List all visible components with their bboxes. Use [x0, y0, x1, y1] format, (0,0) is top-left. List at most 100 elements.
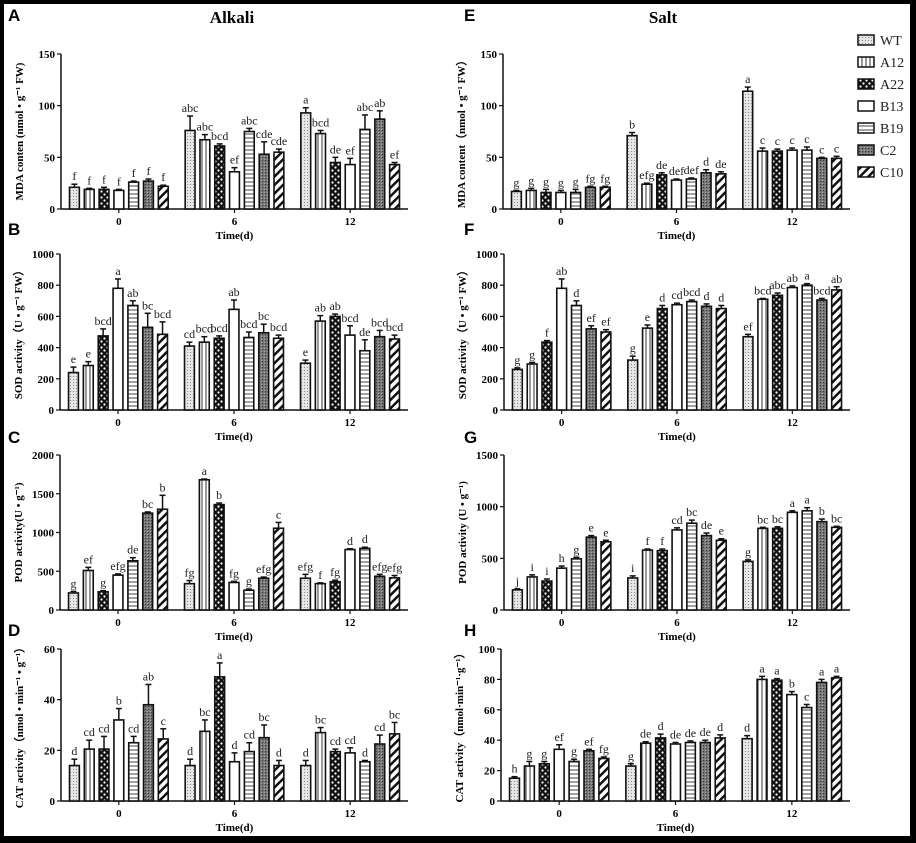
- significance-letter: bcd: [240, 317, 257, 331]
- significance-letter: e: [303, 345, 308, 359]
- legend-label: B13: [880, 100, 903, 115]
- significance-letter: f: [146, 164, 150, 178]
- bar-c10-0: [157, 738, 169, 802]
- significance-letter: ab: [127, 286, 138, 300]
- bar-a12-0: [525, 189, 537, 210]
- bar-b19-0: [569, 191, 582, 210]
- bar-b13-6: [228, 760, 241, 802]
- significance-letter: bcd: [386, 320, 403, 334]
- x-tick-label: 12: [345, 617, 357, 629]
- y-tick-label: 1000: [476, 249, 499, 261]
- bar-a22-6: [655, 174, 668, 210]
- bar-b19-12: [359, 349, 371, 411]
- bar-c2-6: [258, 153, 270, 210]
- y-tick-label: 600: [38, 311, 55, 323]
- bar-c10-6: [273, 151, 285, 210]
- bar-b13-0: [113, 719, 125, 802]
- significance-letter: cd: [671, 288, 682, 302]
- significance-letter: cde: [256, 127, 273, 141]
- y-tick-label: 60: [484, 705, 496, 717]
- significance-letter: c: [775, 134, 780, 148]
- significance-letter: bc: [199, 705, 210, 719]
- significance-letter: f: [545, 326, 549, 340]
- significance-letter: bc: [772, 512, 783, 526]
- bar-c10-12: [388, 338, 401, 411]
- significance-letter: c: [804, 132, 809, 146]
- bar-c10-6: [715, 539, 727, 611]
- x-axis-label: Time(d): [215, 431, 253, 443]
- significance-letter: b: [789, 677, 795, 691]
- bar-b19-0: [127, 741, 140, 802]
- bar-c2-12: [815, 681, 828, 802]
- significance-letter: de: [656, 158, 667, 172]
- significance-letter: bc: [258, 309, 269, 323]
- legend-item-a22: A22: [857, 78, 904, 93]
- significance-letter: ef: [587, 311, 596, 325]
- significance-letter: i: [530, 560, 534, 574]
- bar-b13-12: [786, 693, 798, 802]
- y-tick-label: 400: [38, 343, 55, 355]
- bar-wt-6: [184, 129, 196, 210]
- bar-a22-6: [213, 145, 226, 210]
- y-axis-label: SOD activity（U • g⁻¹ FW）: [456, 265, 469, 400]
- significance-letter: abc: [357, 100, 374, 114]
- bar-b13-0: [555, 191, 567, 210]
- significance-letter: cd: [671, 513, 682, 527]
- column-title-alkali: Alkali: [210, 8, 255, 27]
- bar-c2-0: [141, 512, 154, 611]
- bar-c2-6: [257, 577, 270, 611]
- bar-a12-12: [756, 150, 769, 210]
- significance-letter: abc: [241, 113, 258, 127]
- significance-letter: d: [573, 286, 579, 300]
- significance-letter: bc: [831, 511, 842, 525]
- significance-letter: fg: [599, 742, 609, 756]
- bar-c2-0: [584, 186, 597, 210]
- bar-a12-6: [199, 730, 211, 802]
- bar-a22-0: [97, 335, 109, 411]
- x-tick-label: 12: [787, 617, 799, 629]
- significance-letter: d: [704, 289, 710, 303]
- y-tick-label: 0: [50, 204, 56, 216]
- x-tick-label: 0: [559, 417, 565, 429]
- bar-wt-6: [183, 345, 196, 411]
- y-tick-label: 60: [44, 644, 56, 656]
- significance-letter: de: [670, 727, 681, 741]
- y-tick-label: 1000: [476, 502, 499, 514]
- significance-letter: d: [718, 290, 724, 304]
- significance-letter: g: [630, 341, 636, 355]
- significance-letter: de: [640, 727, 651, 741]
- bar-b19-0: [570, 304, 583, 411]
- bar-b13-0: [112, 287, 124, 411]
- significance-letter: bcd: [211, 129, 228, 143]
- bar-c2-0: [585, 536, 597, 611]
- legend-swatch: [857, 122, 875, 134]
- bar-b19-6: [686, 300, 698, 411]
- bar-b13-0: [113, 189, 125, 210]
- y-tick-label: 50: [44, 152, 56, 164]
- significance-letter: g: [573, 542, 579, 556]
- bar-a22-12: [329, 161, 342, 210]
- x-tick-label: 12: [345, 808, 357, 820]
- significance-letter: bcd: [341, 311, 358, 325]
- bar-a12-6: [639, 742, 652, 802]
- significance-letter: bc: [142, 497, 153, 511]
- significance-letter: d: [303, 745, 309, 759]
- bar-b13-6: [671, 303, 683, 411]
- y-tick-label: 40: [44, 695, 56, 707]
- bar-b13-12: [344, 548, 356, 611]
- y-tick-label: 500: [38, 566, 55, 578]
- significance-letter: d: [347, 534, 353, 548]
- significance-letter: ab: [374, 96, 385, 110]
- bar-a22-0: [98, 188, 110, 210]
- legend-item-wt: WT: [857, 34, 902, 49]
- panel-f: F 0 200 400 600 800 1000 SOD activity（U • g⁻¹ F…: [456, 220, 850, 443]
- significance-letter: bcd: [683, 285, 700, 299]
- significance-letter: g: [528, 173, 534, 187]
- bar-a22-0: [538, 762, 551, 802]
- significance-letter: bc: [389, 707, 400, 721]
- significance-letter: j: [515, 574, 519, 588]
- y-tick-label: 0: [490, 796, 496, 808]
- significance-letter: f: [117, 174, 121, 188]
- significance-letter: g: [628, 749, 634, 763]
